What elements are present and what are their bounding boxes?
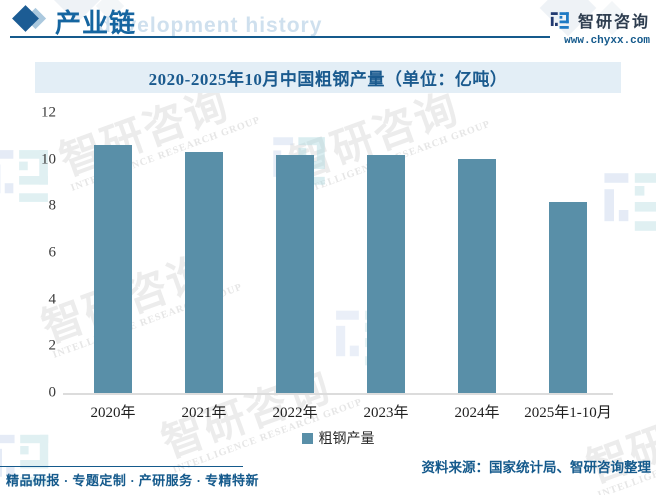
legend-swatch — [301, 432, 313, 444]
y-axis-tick-label: 2 — [48, 337, 57, 354]
y-axis-tick-label: 10 — [41, 151, 56, 168]
x-axis-line — [63, 393, 613, 395]
bar-2022年 — [276, 155, 314, 393]
bar-2025年1-10月 — [549, 202, 587, 393]
y-axis-tick-label: 4 — [48, 291, 57, 308]
brand-site-link[interactable]: www.chyxx.com — [564, 35, 650, 47]
watermark-text: 智研咨询 INTELLIGENCE RESEARCH GROUP — [54, 81, 262, 194]
bar-2020年 — [94, 144, 132, 393]
bar-2021年 — [185, 151, 223, 393]
legend-label: 粗钢产量 — [318, 432, 375, 447]
footer-tagline: 精品研报 · 专题定制 · 产研服务 · 专精特新 — [6, 473, 260, 488]
bar-2024年 — [458, 158, 496, 393]
brand-block: 智研咨询 www.chyxx.com — [549, 8, 650, 47]
brand-logo-icon — [550, 11, 569, 29]
brand-name: 智研咨询 — [577, 14, 650, 31]
x-axis-tick-label: 2020年 — [90, 405, 136, 421]
x-axis-tick-label: 2025年1-10月 — [524, 405, 612, 421]
watermark-logo-icon — [604, 173, 656, 231]
x-axis-tick-label: 2024年 — [454, 405, 500, 421]
section-diamond-icon — [12, 5, 48, 34]
bar-2023年 — [367, 155, 405, 393]
x-axis-tick-label: 2022年 — [272, 405, 318, 421]
chart-title: 2020-2025年10月中国粗钢产量（单位：亿吨） — [148, 70, 508, 89]
chart-legend: 粗钢产量 — [63, 428, 613, 448]
section-title: 产业链 — [55, 9, 137, 38]
y-axis-tick-label: 6 — [48, 244, 57, 261]
y-axis-tick-label: 8 — [48, 197, 57, 214]
chart-title-strip: 2020-2025年10月中国粗钢产量（单位：亿吨） — [35, 62, 621, 93]
y-axis-tick-label: 0 — [48, 384, 57, 401]
x-axis-tick-label: 2023年 — [363, 405, 409, 421]
header-rule — [10, 36, 550, 38]
header: development history 产业链 智研咨询 www.chyxx.c… — [0, 0, 656, 47]
header-watermark-text: development history — [98, 14, 323, 37]
footer-source: 资料来源：国家统计局、智研咨询整理 — [421, 460, 652, 475]
y-axis-tick-label: 12 — [41, 104, 56, 121]
x-axis-tick-label: 2021年 — [181, 405, 227, 421]
footer-rule — [0, 466, 243, 467]
